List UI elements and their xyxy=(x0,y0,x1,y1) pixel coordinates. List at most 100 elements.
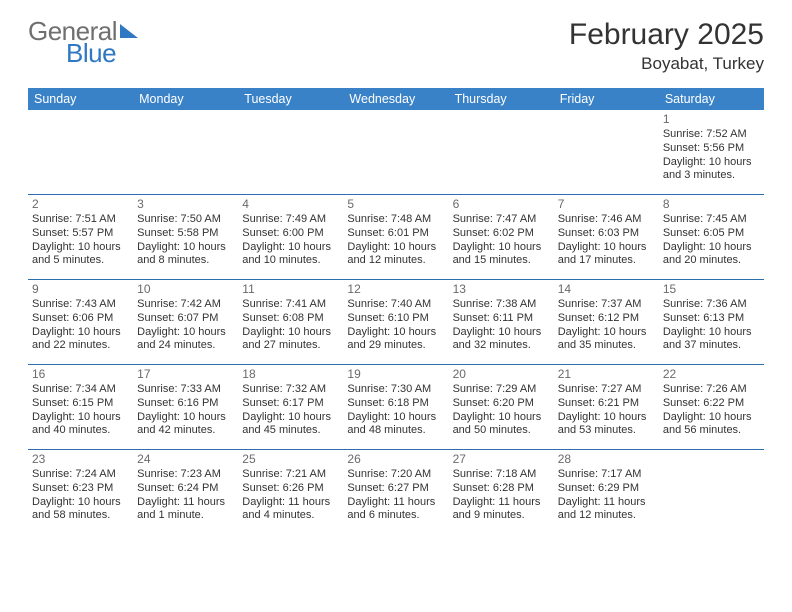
day-header: Sunday xyxy=(28,88,133,110)
calendar-week: 2Sunrise: 7:51 AMSunset: 5:57 PMDaylight… xyxy=(28,195,764,280)
calendar-cell: 25Sunrise: 7:21 AMSunset: 6:26 PMDayligh… xyxy=(238,450,343,535)
calendar-cell: 22Sunrise: 7:26 AMSunset: 6:22 PMDayligh… xyxy=(659,365,764,450)
sunrise-line: Sunrise: 7:52 AM xyxy=(663,128,760,142)
sunset-line: Sunset: 6:20 PM xyxy=(453,397,550,411)
calendar-cell: 4Sunrise: 7:49 AMSunset: 6:00 PMDaylight… xyxy=(238,195,343,280)
day-number: 3 xyxy=(137,197,234,212)
sunrise-line: Sunrise: 7:49 AM xyxy=(242,213,339,227)
day-number: 25 xyxy=(242,452,339,467)
sunrise-line: Sunrise: 7:37 AM xyxy=(558,298,655,312)
daylight-line: Daylight: 11 hours and 9 minutes. xyxy=(453,496,550,524)
day-number: 4 xyxy=(242,197,339,212)
sunrise-line: Sunrise: 7:20 AM xyxy=(347,468,444,482)
sunset-line: Sunset: 6:12 PM xyxy=(558,312,655,326)
brand-word-blue: Blue xyxy=(66,40,138,66)
sunset-line: Sunset: 6:06 PM xyxy=(32,312,129,326)
calendar-cell: 19Sunrise: 7:30 AMSunset: 6:18 PMDayligh… xyxy=(343,365,448,450)
sunrise-line: Sunrise: 7:32 AM xyxy=(242,383,339,397)
calendar-cell xyxy=(554,110,659,195)
calendar-cell: 24Sunrise: 7:23 AMSunset: 6:24 PMDayligh… xyxy=(133,450,238,535)
day-header: Thursday xyxy=(449,88,554,110)
calendar-week: 23Sunrise: 7:24 AMSunset: 6:23 PMDayligh… xyxy=(28,450,764,535)
daylight-line: Daylight: 10 hours and 22 minutes. xyxy=(32,326,129,354)
sunrise-line: Sunrise: 7:51 AM xyxy=(32,213,129,227)
daylight-line: Daylight: 10 hours and 35 minutes. xyxy=(558,326,655,354)
brand-logo: General Blue xyxy=(28,18,138,66)
calendar-cell: 7Sunrise: 7:46 AMSunset: 6:03 PMDaylight… xyxy=(554,195,659,280)
calendar-cell: 3Sunrise: 7:50 AMSunset: 5:58 PMDaylight… xyxy=(133,195,238,280)
calendar-week: 16Sunrise: 7:34 AMSunset: 6:15 PMDayligh… xyxy=(28,365,764,450)
day-number: 1 xyxy=(663,112,760,127)
sunrise-line: Sunrise: 7:29 AM xyxy=(453,383,550,397)
day-header: Wednesday xyxy=(343,88,448,110)
day-number: 21 xyxy=(558,367,655,382)
calendar-cell: 17Sunrise: 7:33 AMSunset: 6:16 PMDayligh… xyxy=(133,365,238,450)
title-block: February 2025 Boyabat, Turkey xyxy=(569,18,764,74)
calendar-page: General Blue February 2025 Boyabat, Turk… xyxy=(0,0,792,544)
sunrise-line: Sunrise: 7:21 AM xyxy=(242,468,339,482)
day-number: 16 xyxy=(32,367,129,382)
day-number: 13 xyxy=(453,282,550,297)
sunrise-line: Sunrise: 7:26 AM xyxy=(663,383,760,397)
day-number: 10 xyxy=(137,282,234,297)
daylight-line: Daylight: 10 hours and 53 minutes. xyxy=(558,411,655,439)
sunset-line: Sunset: 6:13 PM xyxy=(663,312,760,326)
day-number: 6 xyxy=(453,197,550,212)
daylight-line: Daylight: 11 hours and 1 minute. xyxy=(137,496,234,524)
sunset-line: Sunset: 6:07 PM xyxy=(137,312,234,326)
header-bar: General Blue February 2025 Boyabat, Turk… xyxy=(28,18,764,82)
calendar-cell: 5Sunrise: 7:48 AMSunset: 6:01 PMDaylight… xyxy=(343,195,448,280)
sunrise-line: Sunrise: 7:23 AM xyxy=(137,468,234,482)
calendar-week: 1Sunrise: 7:52 AMSunset: 5:56 PMDaylight… xyxy=(28,110,764,195)
daylight-line: Daylight: 11 hours and 12 minutes. xyxy=(558,496,655,524)
calendar-cell: 26Sunrise: 7:20 AMSunset: 6:27 PMDayligh… xyxy=(343,450,448,535)
day-number: 5 xyxy=(347,197,444,212)
sunrise-line: Sunrise: 7:50 AM xyxy=(137,213,234,227)
sunset-line: Sunset: 6:28 PM xyxy=(453,482,550,496)
day-number: 26 xyxy=(347,452,444,467)
calendar-cell: 11Sunrise: 7:41 AMSunset: 6:08 PMDayligh… xyxy=(238,280,343,365)
daylight-line: Daylight: 11 hours and 6 minutes. xyxy=(347,496,444,524)
sunset-line: Sunset: 6:02 PM xyxy=(453,227,550,241)
calendar-cell: 8Sunrise: 7:45 AMSunset: 6:05 PMDaylight… xyxy=(659,195,764,280)
day-number: 8 xyxy=(663,197,760,212)
day-number: 20 xyxy=(453,367,550,382)
calendar-cell: 2Sunrise: 7:51 AMSunset: 5:57 PMDaylight… xyxy=(28,195,133,280)
sunset-line: Sunset: 6:18 PM xyxy=(347,397,444,411)
sunrise-line: Sunrise: 7:17 AM xyxy=(558,468,655,482)
day-header: Tuesday xyxy=(238,88,343,110)
day-number: 9 xyxy=(32,282,129,297)
daylight-line: Daylight: 10 hours and 15 minutes. xyxy=(453,241,550,269)
sunset-line: Sunset: 6:26 PM xyxy=(242,482,339,496)
calendar-cell: 14Sunrise: 7:37 AMSunset: 6:12 PMDayligh… xyxy=(554,280,659,365)
calendar-cell xyxy=(343,110,448,195)
day-number: 24 xyxy=(137,452,234,467)
day-number: 19 xyxy=(347,367,444,382)
calendar-header-row: SundayMondayTuesdayWednesdayThursdayFrid… xyxy=(28,88,764,110)
day-number: 15 xyxy=(663,282,760,297)
sunset-line: Sunset: 6:23 PM xyxy=(32,482,129,496)
day-number: 12 xyxy=(347,282,444,297)
sunset-line: Sunset: 5:58 PM xyxy=(137,227,234,241)
sunrise-line: Sunrise: 7:42 AM xyxy=(137,298,234,312)
sunrise-line: Sunrise: 7:45 AM xyxy=(663,213,760,227)
calendar-cell: 20Sunrise: 7:29 AMSunset: 6:20 PMDayligh… xyxy=(449,365,554,450)
daylight-line: Daylight: 10 hours and 58 minutes. xyxy=(32,496,129,524)
calendar-cell: 15Sunrise: 7:36 AMSunset: 6:13 PMDayligh… xyxy=(659,280,764,365)
calendar-cell xyxy=(28,110,133,195)
calendar-cell xyxy=(659,450,764,535)
calendar-body: 1Sunrise: 7:52 AMSunset: 5:56 PMDaylight… xyxy=(28,110,764,534)
daylight-line: Daylight: 10 hours and 56 minutes. xyxy=(663,411,760,439)
calendar-cell: 13Sunrise: 7:38 AMSunset: 6:11 PMDayligh… xyxy=(449,280,554,365)
day-number: 28 xyxy=(558,452,655,467)
sunrise-line: Sunrise: 7:27 AM xyxy=(558,383,655,397)
day-number: 2 xyxy=(32,197,129,212)
sunset-line: Sunset: 6:21 PM xyxy=(558,397,655,411)
daylight-line: Daylight: 11 hours and 4 minutes. xyxy=(242,496,339,524)
daylight-line: Daylight: 10 hours and 27 minutes. xyxy=(242,326,339,354)
daylight-line: Daylight: 10 hours and 48 minutes. xyxy=(347,411,444,439)
calendar-cell: 21Sunrise: 7:27 AMSunset: 6:21 PMDayligh… xyxy=(554,365,659,450)
calendar-week: 9Sunrise: 7:43 AMSunset: 6:06 PMDaylight… xyxy=(28,280,764,365)
calendar-cell: 18Sunrise: 7:32 AMSunset: 6:17 PMDayligh… xyxy=(238,365,343,450)
calendar-cell: 10Sunrise: 7:42 AMSunset: 6:07 PMDayligh… xyxy=(133,280,238,365)
